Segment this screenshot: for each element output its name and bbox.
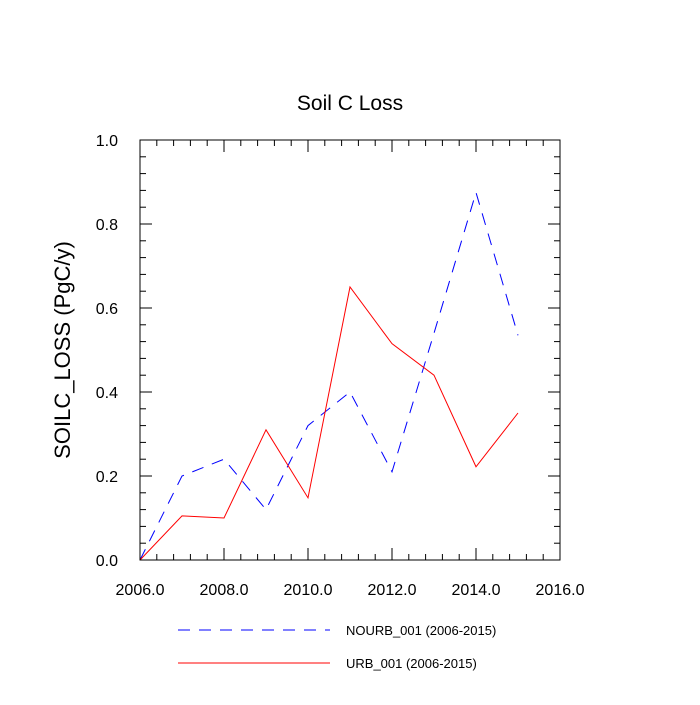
x-tick-label: 2006.0 — [116, 582, 165, 599]
y-tick-label: 0.0 — [96, 553, 118, 570]
x-tick-label: 2012.0 — [368, 582, 417, 599]
x-tick-label: 2014.0 — [452, 582, 501, 599]
y-tick-label: 0.8 — [96, 217, 118, 234]
plot-frame — [139, 139, 561, 561]
axis-ticks: 2006.0 2008.0 2010.0 2012.0 2014.0 2016.0 0.0 0… — [96, 133, 585, 599]
x-tick-label: 2016.0 — [536, 582, 585, 599]
legend-label: URB_001 (2006-2015) — [346, 656, 477, 671]
legend-label: NOURB_001 (2006-2015) — [346, 623, 496, 638]
y-tick-label: 0.4 — [96, 385, 118, 402]
y-tick-label: 0.2 — [96, 469, 118, 486]
x-tick-label: 2010.0 — [284, 582, 333, 599]
x-tick-label: 2008.0 — [200, 582, 249, 599]
y-tick-label: 1.0 — [96, 133, 118, 150]
series-line — [139, 285, 519, 561]
y-axis-label: SOILC_LOSS (PgC/y) — [50, 241, 75, 459]
series-lines — [139, 190, 519, 561]
chart-title: Soil C Loss — [297, 92, 403, 115]
y-tick-label: 0.6 — [96, 301, 118, 318]
legend: NOURB_001 (2006-2015) URB_001 (2006-2015) — [178, 623, 496, 671]
series-line — [139, 190, 519, 561]
